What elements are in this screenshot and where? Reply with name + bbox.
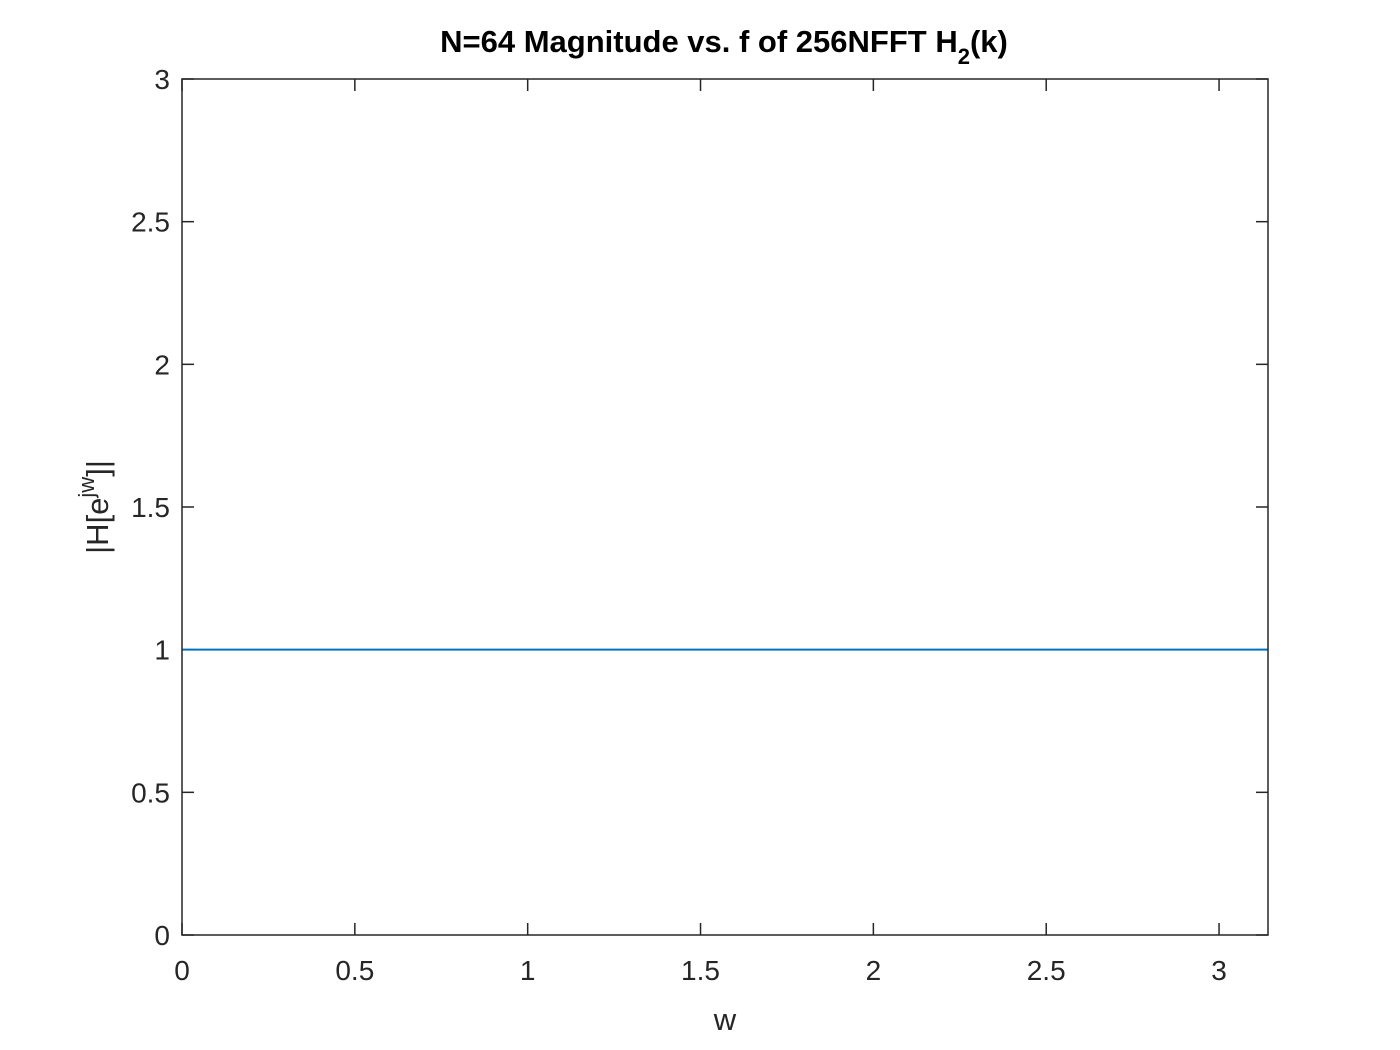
x-axis-label: w <box>713 1002 737 1037</box>
y-tick-label: 0 <box>154 920 170 951</box>
y-tick-label: 3 <box>154 64 170 95</box>
y-axis-label: |H[ejw]| <box>74 460 115 554</box>
chart-title-suffix: (k) <box>970 24 1008 59</box>
chart-title-subscript: 2 <box>958 44 970 69</box>
y-tick-label: 0.5 <box>131 777 170 808</box>
axes-box <box>181 78 1269 936</box>
chart-title: N=64 Magnitude vs. f of 256NFFT H2(k) <box>440 24 1008 69</box>
y-tick-labels: 0 0.5 1 1.5 2 2.5 3 <box>131 64 170 951</box>
x-tick-label: 0 <box>174 955 190 986</box>
x-tick-label: 3 <box>1211 955 1227 986</box>
y-tick-label: 1 <box>154 635 170 666</box>
x-tick-label: 1.5 <box>681 955 720 986</box>
y-axis-label-suffix: ]| <box>80 460 115 477</box>
y-axis-label-superscript: jw <box>74 477 99 499</box>
x-tick-label: 2.5 <box>1027 955 1066 986</box>
y-axis-label-prefix: |H[e <box>80 498 115 554</box>
x-tick-label: 1 <box>520 955 536 986</box>
y-tick-label: 1.5 <box>131 492 170 523</box>
plot-area <box>181 78 1269 936</box>
y-tick-label: 2 <box>154 349 170 380</box>
y-tick-label: 2.5 <box>131 207 170 238</box>
x-tick-labels: 0 0.5 1 1.5 2 2.5 3 <box>174 955 1227 986</box>
axes-background <box>182 79 1268 935</box>
x-tick-label: 0.5 <box>335 955 374 986</box>
x-tick-label: 2 <box>866 955 882 986</box>
chart-title-main: N=64 Magnitude vs. f of 256NFFT H <box>440 24 958 59</box>
